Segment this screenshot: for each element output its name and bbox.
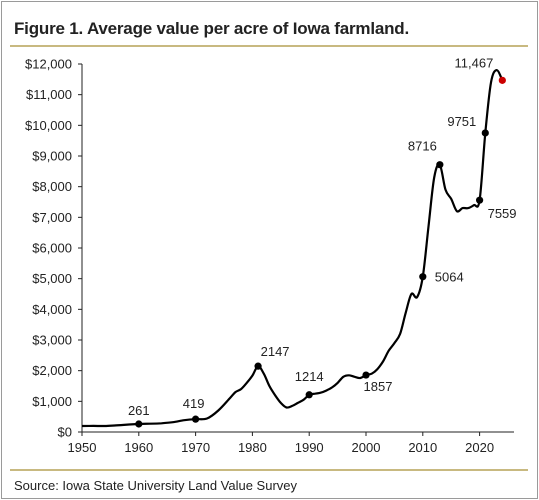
data-point (135, 420, 143, 428)
data-label: 1857 (364, 379, 393, 394)
data-label: 2147 (261, 344, 290, 359)
y-tick-label: $8,000 (32, 179, 72, 194)
data-label: 9751 (447, 114, 476, 129)
data-point (476, 196, 484, 204)
x-tick-label: 2000 (352, 440, 381, 455)
y-tick-label: $1,000 (32, 394, 72, 409)
y-tick-label: $10,000 (25, 118, 72, 133)
value-line (81, 69, 504, 428)
x-tick-label: 2020 (465, 440, 494, 455)
x-tick-label: 1980 (238, 440, 267, 455)
y-tick-label: $4,000 (32, 302, 72, 317)
data-label: 5064 (435, 270, 464, 285)
x-tick-label: 2010 (408, 440, 437, 455)
y-tick-label: $5,000 (32, 271, 72, 286)
data-point (362, 371, 370, 379)
source-divider (10, 469, 528, 471)
x-tick-label: 1950 (68, 440, 97, 455)
data-label: 8716 (408, 139, 437, 154)
x-tick-label: 1990 (295, 440, 324, 455)
data-point (481, 129, 489, 137)
y-tick-label: $6,000 (32, 241, 72, 256)
y-tick-label: $12,000 (25, 57, 72, 72)
source-note: Source: Iowa State University Land Value… (14, 478, 298, 493)
x-tick-label: 1960 (124, 440, 153, 455)
y-tick-label: $11,000 (26, 87, 72, 102)
y-tick-label: $9,000 (32, 149, 72, 164)
data-point (254, 362, 262, 370)
data-point (192, 415, 200, 423)
data-point (436, 161, 444, 169)
data-label: 11,467 (455, 55, 494, 70)
data-point (419, 273, 427, 281)
chart-title: Figure 1. Average value per acre of Iowa… (14, 19, 409, 38)
data-point (305, 391, 313, 399)
y-tick-label: $7,000 (32, 210, 72, 225)
y-tick-label: $3,000 (32, 333, 72, 348)
data-point (498, 76, 506, 84)
data-label: 419 (183, 396, 205, 411)
data-label: 7559 (488, 206, 517, 221)
x-tick-label: 1970 (181, 440, 210, 455)
data-label: 1214 (295, 369, 324, 384)
y-tick-label: $2,000 (32, 363, 72, 378)
data-label: 261 (128, 403, 150, 418)
title-divider (10, 45, 528, 47)
y-tick-label: $0 (58, 425, 72, 440)
